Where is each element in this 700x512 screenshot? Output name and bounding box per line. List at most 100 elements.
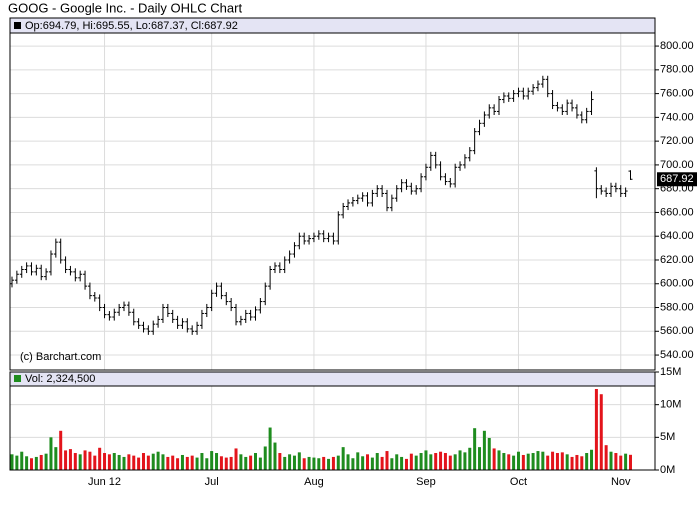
volume-bar bbox=[366, 454, 370, 470]
volume-bar bbox=[599, 394, 603, 470]
volume-bar bbox=[502, 453, 506, 470]
volume-bar bbox=[434, 453, 438, 470]
volume-bar bbox=[609, 451, 613, 470]
volume-bar bbox=[297, 452, 301, 470]
volume-bar bbox=[628, 454, 632, 470]
y-tick-label: 540.00 bbox=[660, 349, 694, 361]
y-tick-label: 560.00 bbox=[660, 325, 694, 337]
legend-swatch bbox=[14, 22, 21, 29]
volume-bar bbox=[161, 454, 165, 470]
volume-bar bbox=[473, 428, 477, 470]
volume-bar bbox=[224, 457, 228, 470]
volume-bar bbox=[137, 457, 141, 470]
volume-bar bbox=[283, 456, 287, 470]
y-tick-label: 640.00 bbox=[660, 230, 694, 242]
volume-bar bbox=[73, 453, 77, 470]
volume-bar bbox=[400, 456, 404, 470]
volume-bar bbox=[254, 453, 257, 470]
y-tick-label: 10M bbox=[660, 399, 681, 411]
volume-bar bbox=[278, 453, 282, 470]
volume-bar bbox=[482, 430, 486, 470]
volume-bar bbox=[239, 454, 243, 470]
volume-bar bbox=[34, 456, 38, 470]
volume-bar bbox=[180, 454, 184, 470]
volume-bar bbox=[375, 453, 379, 470]
volume-bar bbox=[176, 458, 180, 470]
y-tick-label: 780.00 bbox=[660, 64, 694, 76]
volume-bar bbox=[478, 447, 482, 470]
volume-bar bbox=[103, 453, 107, 470]
volume-bar bbox=[570, 456, 574, 470]
last-price: 687.92 bbox=[660, 173, 694, 185]
volume-bar bbox=[117, 454, 121, 470]
volume-bar bbox=[151, 453, 155, 470]
volume-bar bbox=[268, 427, 272, 470]
chart-title: GOOG - Google Inc. - Daily OHLC Chart bbox=[8, 0, 242, 15]
volume-bar bbox=[166, 456, 170, 470]
volume-bar bbox=[356, 452, 360, 470]
volume-bar bbox=[249, 455, 253, 470]
volume-bar bbox=[331, 456, 335, 470]
y-tick-label: 720.00 bbox=[660, 135, 694, 147]
volume-bar bbox=[49, 437, 53, 470]
last-price-box bbox=[657, 172, 697, 187]
volume-bar bbox=[127, 454, 131, 470]
volume-bar bbox=[560, 452, 564, 470]
marks bbox=[10, 75, 633, 470]
y-tick-label: 700.00 bbox=[660, 159, 694, 171]
volume-bar bbox=[258, 457, 262, 470]
volume-bar bbox=[98, 447, 102, 470]
volume-bar bbox=[141, 453, 145, 470]
volume-bar bbox=[156, 451, 160, 470]
volume-bar bbox=[526, 453, 530, 470]
volume-bar bbox=[419, 453, 423, 470]
x-tick-label: Oct bbox=[510, 476, 527, 488]
volume-bar bbox=[88, 451, 92, 470]
y-tick-label: 0M bbox=[660, 464, 675, 476]
volume-bar bbox=[312, 457, 316, 470]
volume-bar bbox=[614, 453, 618, 470]
x-tick-label: Jun 12 bbox=[88, 476, 121, 488]
price-header bbox=[10, 18, 655, 33]
volume-header bbox=[10, 372, 655, 386]
y-tick-label: 600.00 bbox=[660, 278, 694, 290]
volume-bar bbox=[551, 451, 555, 470]
volume-bar bbox=[132, 455, 136, 470]
y-tick-label: 580.00 bbox=[660, 301, 694, 313]
volume-bar bbox=[322, 456, 326, 470]
volume-bar bbox=[78, 454, 82, 470]
volume-bar bbox=[546, 455, 550, 470]
volume-bar bbox=[370, 457, 374, 470]
price-legend: Op:694.79, Hi:695.55, Lo:687.37, Cl:687.… bbox=[25, 20, 238, 32]
volume-swatch bbox=[14, 375, 21, 382]
volume-bar bbox=[200, 453, 204, 470]
volume-bar bbox=[541, 451, 545, 470]
x-tick-label: Jul bbox=[205, 476, 219, 488]
volume-bar bbox=[215, 453, 219, 470]
volume-bar bbox=[380, 456, 384, 470]
volume-bar bbox=[83, 450, 87, 470]
volume-bar bbox=[424, 450, 428, 470]
volume-bar bbox=[536, 451, 540, 470]
volume-bar bbox=[531, 453, 535, 470]
volume-bar bbox=[619, 455, 623, 470]
volume-bar bbox=[107, 454, 111, 470]
volume-bar bbox=[580, 456, 584, 470]
volume-bar bbox=[317, 458, 321, 470]
y-tick-label: 5M bbox=[660, 431, 675, 443]
volume-bar bbox=[385, 451, 389, 470]
volume-bar bbox=[327, 458, 331, 470]
volume-bar bbox=[190, 455, 194, 470]
volume-bar bbox=[390, 458, 394, 470]
volume-bar bbox=[302, 458, 306, 470]
volume-bar bbox=[585, 453, 589, 470]
volume-bar bbox=[448, 455, 452, 470]
volume-bar bbox=[507, 454, 511, 470]
volume-bar bbox=[590, 449, 594, 470]
volume-bar bbox=[171, 455, 175, 470]
volume-bar bbox=[25, 456, 29, 470]
volume-bar bbox=[234, 448, 238, 470]
volume-bar bbox=[185, 456, 189, 470]
x-tick-label: Nov bbox=[611, 476, 631, 488]
volume-bar bbox=[20, 451, 24, 470]
